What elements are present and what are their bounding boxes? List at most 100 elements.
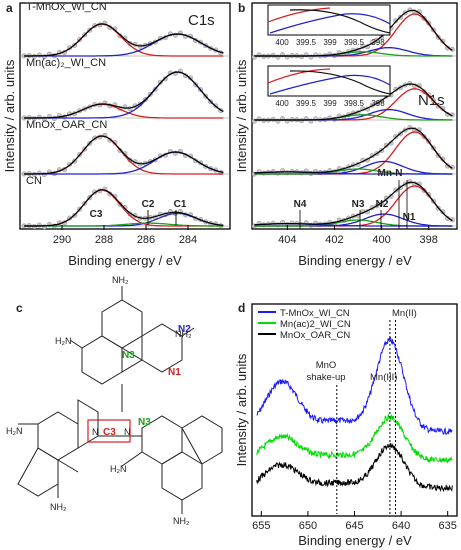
x-tick-label-b-2: 400 [372,234,390,246]
n4-annotation: N4 [294,199,307,210]
atom-n-c3-left: N [92,427,99,437]
b-point-0-20 [298,54,304,60]
b-point-1-8 [270,116,276,122]
inset-1-tick-4: 398 [371,38,385,47]
inset-1-tick-2: 399 [323,38,337,47]
inset-2-frame [267,65,391,97]
panel-b-inset-1 [267,4,391,36]
c1-annotation: C1 [174,199,187,210]
panel-a-y-label: Intensity / arb. units [2,59,17,172]
n1-label: N1 [168,367,181,378]
c3-label: C3 [103,427,116,438]
panel-a: a C1s T-MnOx_WI_CN Mn(ac)₂_WI_CN MnOx_OAR_… [2,1,231,268]
a-trace-label-1: Mn(ac)₂_WI_CN [26,57,106,69]
inset-2-tick-4: 398 [371,99,385,108]
a-fit-1 [24,71,224,119]
panel-d-traces [256,336,453,493]
b-fit-3 [254,181,453,226]
b-point-3-60 [393,187,399,193]
panel-a-x-axis: 290 288 286 284 [53,225,197,246]
b-point-2-80 [440,156,446,162]
panel-d-x-axis: 655 650 645 640 635 [252,511,457,532]
x-tick-label-d-0: 655 [252,520,270,532]
b-point-2-56 [383,142,389,148]
d-trace-1 [256,412,453,464]
panel-a-letter: a [6,1,13,15]
b-point-2-60 [393,133,399,139]
x-tick-label-b-1: 402 [325,234,343,246]
panel-b-letter: b [238,1,245,15]
n2-annotation: N2 [376,199,389,210]
b-fit-1 [254,83,453,121]
n1-annotation: N1 [403,212,416,223]
x-tick-label-d-2: 645 [345,520,363,532]
b-point-1-20 [298,118,304,124]
b-fit-0 [254,9,453,57]
a-component-3-2 [24,222,224,227]
a-trace-label-2: MnOx_OAR_CN [26,119,107,131]
panel-a-traces: T-MnOx_WI_CN Mn(ac)₂_WI_CN MnOx_OAR_CN CN [20,1,230,230]
b-point-3-80 [440,209,446,215]
mn-n-annotation: Mn-N [378,168,403,179]
x-tick-label-a-2: 286 [137,234,155,246]
panel-d-y-label: Intensity / arb. units [234,353,249,466]
inset-1-frame [267,4,391,36]
c3-highlight-box [87,419,131,443]
mn-ii-annotation: Mn(II) [392,308,417,319]
n3-annotation: N3 [352,199,365,210]
x-tick-label-d-4: 635 [439,520,457,532]
atom-nh2-bottom-right: NH₂ [173,516,190,526]
panel-b-x-label: Binding energy / eV [298,253,412,268]
b-fit-2 [254,127,453,174]
legend-label-1: T-MnOx_WI_CN [280,308,350,319]
inset-2-tick-0: 400 [275,99,289,108]
inset-1-tick-0: 400 [275,38,289,47]
atom-nh2-top: NH₂ [112,275,129,285]
shake-up-annotation: shake-up [306,372,345,383]
atom-nh2-bottom-left: NH₂ [50,502,67,512]
a-trace-label-3: CN [26,175,42,187]
a-fit-3 [24,189,224,227]
atom-h2n-br: H₂N [110,464,127,474]
heptazine-top [69,286,195,385]
a-trace-label-0: T-MnOx_WI_CN [26,1,107,13]
a-point-1-66 [188,75,194,81]
panel-a-corner-label: C1s [188,12,215,29]
panel-b-frame [251,2,458,230]
atom-nh2-right: NH₂ [175,329,192,339]
a-fit-0 [24,23,224,57]
panel-d-reference-lines [336,320,396,514]
panel-a-x-label: Binding energy / eV [68,253,182,268]
b-point-0-8 [270,52,276,58]
mn-iii-annotation: Mn(III) [370,372,397,383]
inset-2-tick-1: 399.5 [296,99,317,108]
panel-b-y-label: Intensity / arb. units [234,59,249,172]
panel-d-legend: T-MnOx_WI_CN Mn(ac)2_WI_CN MnOx_OAR_CN [258,308,351,341]
atom-h2n-left: H₂N [55,336,72,346]
legend-label-3: MnOx_OAR_CN [280,330,350,341]
heptazine-bottom-left [17,399,99,498]
panel-b-x-axis: 404 402 400 398 [278,225,438,246]
d-trace-0 [256,336,453,436]
inset-1-tick-1: 399.5 [296,38,317,47]
atom-h2n-bl: H₂N [6,426,23,436]
panel-b-inset-2 [267,65,391,97]
c2-annotation: C2 [142,199,155,210]
inset-1-ticks: 400 399.5 399 398.5 398 [275,38,385,47]
panel-d-frame [251,303,458,517]
c3-annotation: C3 [90,209,103,220]
n2-label: N2 [178,324,191,335]
x-tick-label-b-0: 404 [278,234,296,246]
b-point-2-58 [388,140,394,146]
n3-label-b: N3 [138,417,151,428]
atom-n-c3-right: N [124,427,131,437]
mno-annotation: MnO [316,360,337,371]
heptazine-bottom-right [121,415,223,514]
x-tick-label-a-0: 290 [53,234,71,246]
b-point-0-60 [393,18,399,24]
d-trace-2 [256,443,453,493]
inset-1-tick-3: 398.5 [344,38,365,47]
x-tick-label-a-3: 284 [179,234,197,246]
inset-2-tick-3: 398.5 [344,99,365,108]
